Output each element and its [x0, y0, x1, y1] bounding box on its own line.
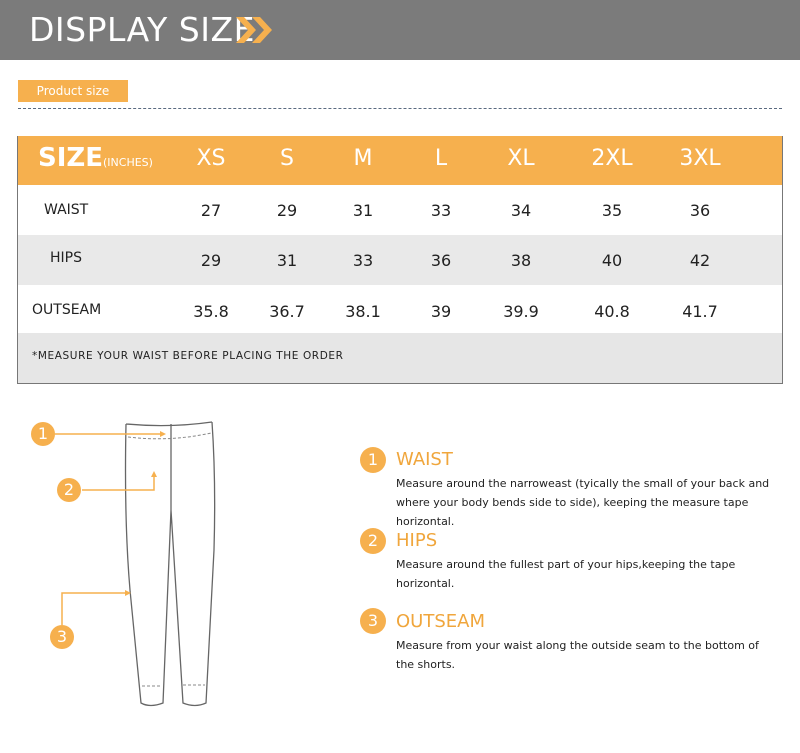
guide-badge-1: 1	[360, 447, 386, 473]
guide-badge-2: 2	[360, 528, 386, 554]
table-cell: 39.9	[503, 302, 539, 321]
banner-title: DISPLAY SIZE	[29, 10, 255, 49]
banner: DISPLAY SIZE	[0, 0, 800, 60]
table-cell: 36	[430, 251, 452, 270]
size-header-3XL: 3XL	[679, 146, 721, 171]
table-cell: 34	[510, 201, 532, 220]
table-cell: 36	[689, 201, 711, 220]
table-header: SIZE(INCHES) XS S M L XL 2XL 3XL	[18, 136, 782, 185]
pants-diagram	[31, 421, 216, 707]
marker-3: 3	[56, 627, 68, 646]
guide-desc-waist: Measure around the narroweast (tyically …	[396, 477, 770, 528]
row-label: HIPS	[50, 250, 82, 266]
guide-title-waist: WAIST	[396, 449, 453, 470]
table-cell: 29	[200, 251, 222, 270]
product-size-tag: Product size	[18, 80, 128, 102]
table-cell: 38.1	[345, 302, 381, 321]
table-cell: 38	[510, 251, 532, 270]
row-label: WAIST	[44, 202, 89, 218]
size-header-S: S	[280, 146, 294, 171]
guide-desc-hips: Measure around the fullest part of your …	[396, 558, 736, 590]
size-header-XL: XL	[507, 146, 535, 171]
table-cell: 31	[352, 201, 374, 220]
size-header: SIZE(INCHES)	[38, 143, 153, 173]
double-chevron-right-icon	[236, 17, 272, 43]
size-label: SIZE	[38, 143, 104, 173]
table-cell: 42	[689, 251, 711, 270]
table-cell: 35	[601, 201, 623, 220]
guide-title-hips: HIPS	[396, 530, 438, 551]
order-note: *MEASURE YOUR WAIST BEFORE PLACING THE O…	[32, 350, 344, 362]
table-row: OUTSEAM 35.8 36.7 38.1 39 39.9 40.8 41.7	[18, 285, 782, 333]
table-cell: 35.8	[193, 302, 229, 321]
guide-badge-3: 3	[360, 608, 386, 634]
table-cell: 33	[352, 251, 374, 270]
table-cell: 39	[430, 302, 452, 321]
size-header-L: L	[434, 146, 448, 171]
table-row: WAIST 27 29 31 33 34 35 36	[18, 185, 782, 235]
size-header-M: M	[353, 146, 373, 171]
unit-label: (INCHES)	[103, 156, 153, 169]
table-cell: 36.7	[269, 302, 305, 321]
guide-desc-outseam: Measure from your waist along the outsid…	[396, 639, 759, 671]
table-cell: 27	[200, 201, 222, 220]
size-table: SIZE(INCHES) XS S M L XL 2XL 3XL WAIST 27 29 31 33…	[17, 136, 783, 384]
table-row: HIPS 29 31 33 36 38 40 42	[18, 235, 782, 285]
table-note-row: *MEASURE YOUR WAIST BEFORE PLACING THE O…	[18, 333, 782, 383]
table-cell: 33	[430, 201, 452, 220]
table-cell: 29	[276, 201, 298, 220]
divider	[18, 108, 782, 109]
marker-2: 2	[63, 480, 75, 499]
guide-title-outseam: OUTSEAM	[396, 611, 485, 632]
table-cell: 31	[276, 251, 298, 270]
marker-1: 1	[37, 424, 49, 443]
size-header-XS: XS	[196, 146, 226, 171]
table-cell: 41.7	[682, 302, 718, 321]
table-cell: 40	[601, 251, 623, 270]
row-label: OUTSEAM	[32, 302, 102, 318]
size-header-2XL: 2XL	[591, 146, 633, 171]
table-cell: 40.8	[594, 302, 630, 321]
